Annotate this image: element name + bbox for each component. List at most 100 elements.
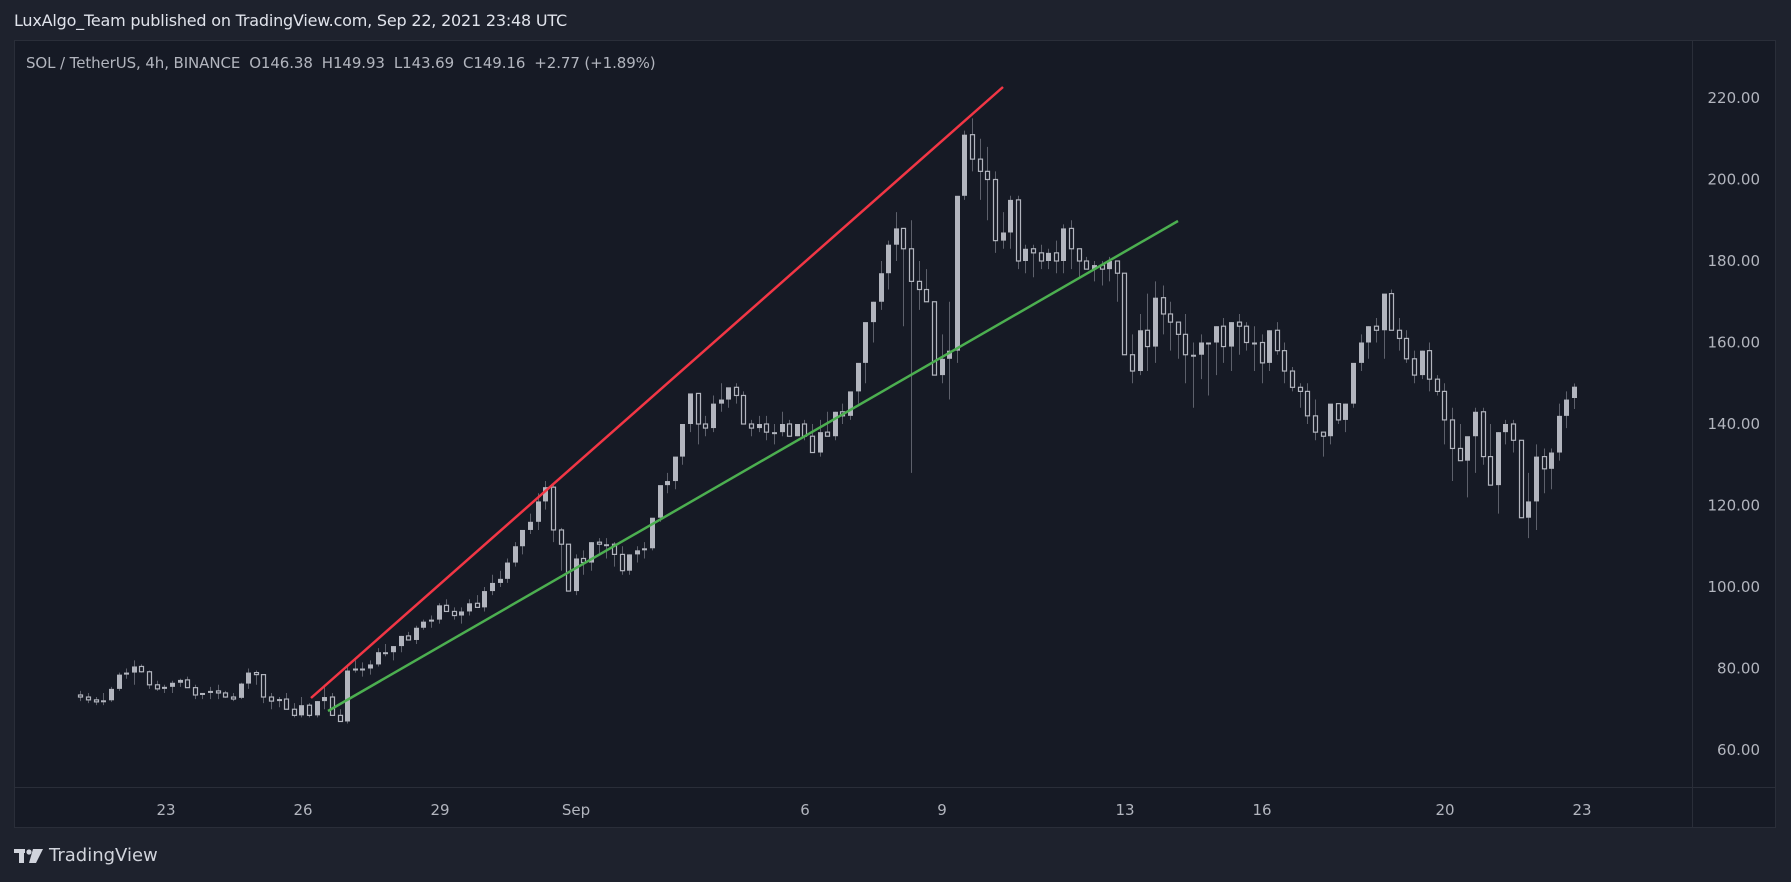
- candle: [992, 171, 999, 253]
- candle: [1465, 436, 1470, 498]
- time-axis[interactable]: 23 26 29 Sep 6 9 13 16 20 23: [156, 801, 1591, 819]
- candle: [879, 261, 884, 310]
- candle: [1343, 403, 1348, 433]
- candle: [299, 697, 304, 718]
- candle: [1114, 260, 1121, 302]
- candle: [916, 261, 923, 310]
- candle: [931, 301, 938, 376]
- candle: [437, 603, 442, 624]
- candle: [665, 472, 670, 494]
- candle: [795, 424, 800, 437]
- candle: [1426, 342, 1433, 392]
- candle: [900, 227, 907, 327]
- candle: [1518, 439, 1525, 519]
- symbol-label[interactable]: SOL / TetherUS, 4h, BINANCE: [26, 54, 241, 72]
- candle: [1243, 322, 1250, 351]
- candle: [268, 692, 275, 710]
- trendlines-group: [310, 86, 1179, 713]
- candle: [93, 697, 100, 706]
- candle: [871, 301, 876, 343]
- candle: [1038, 244, 1045, 270]
- tradingview-logo[interactable]: TradingView: [14, 845, 158, 866]
- candle: [1496, 432, 1501, 514]
- candle: [642, 542, 647, 559]
- candle: [894, 212, 899, 261]
- candle: [1015, 195, 1022, 270]
- candle: [1121, 272, 1128, 356]
- upper-resistance-trendline[interactable]: [310, 86, 1004, 699]
- candle: [337, 709, 344, 723]
- candle: [482, 587, 487, 612]
- candle: [1434, 375, 1441, 396]
- candle: [277, 697, 282, 708]
- time-tick-label: 20: [1435, 801, 1454, 819]
- price-tick-label: 160.00: [1708, 334, 1761, 352]
- candle: [550, 485, 557, 543]
- candle: [695, 392, 702, 445]
- candle: [650, 517, 655, 551]
- candle: [1259, 334, 1266, 384]
- candles-group: [77, 118, 1577, 724]
- candle: [1199, 334, 1204, 380]
- candle: [574, 554, 579, 596]
- time-tick-label: 9: [937, 801, 947, 819]
- candle: [154, 680, 161, 691]
- candle: [498, 570, 503, 587]
- candle: [543, 481, 548, 510]
- candle: [702, 415, 709, 437]
- candle: [1320, 431, 1327, 457]
- candle: [246, 668, 251, 689]
- candle: [1144, 293, 1151, 372]
- candle: [757, 415, 762, 433]
- candle: [474, 595, 481, 608]
- candle: [1359, 334, 1364, 372]
- candle: [383, 644, 388, 657]
- candle: [1008, 195, 1013, 249]
- candle: [680, 424, 685, 465]
- candle: [947, 301, 952, 400]
- candle: [1252, 326, 1257, 372]
- brand-name: TradingView: [49, 845, 158, 866]
- candle: [1382, 293, 1387, 359]
- candle: [863, 322, 868, 384]
- candle: [421, 619, 426, 630]
- candle: [809, 424, 816, 454]
- candle: [368, 660, 373, 675]
- candle: [1191, 342, 1196, 408]
- candle: [719, 383, 724, 412]
- candle: [1411, 350, 1418, 384]
- time-tick-label: 16: [1252, 801, 1271, 819]
- candle: [1175, 321, 1182, 359]
- lower-support-trendline[interactable]: [327, 219, 1179, 713]
- price-axis[interactable]: 220.00 200.00 180.00 160.00 140.00 120.00 100.…: [1708, 89, 1761, 759]
- candle: [1281, 342, 1288, 384]
- candle: [376, 648, 381, 667]
- candle: [1420, 350, 1425, 380]
- candle: [565, 543, 572, 592]
- candle: [589, 542, 594, 571]
- candle: [1220, 318, 1227, 363]
- candle: [1480, 407, 1487, 465]
- candle: [748, 419, 755, 437]
- candle: [962, 130, 967, 200]
- candle: [459, 607, 464, 624]
- time-tick-label: 29: [430, 801, 449, 819]
- time-tick-label: 13: [1115, 801, 1134, 819]
- candle: [596, 538, 603, 555]
- candle: [146, 670, 153, 689]
- candle: [513, 542, 518, 567]
- candle: [1160, 285, 1167, 335]
- candle: [200, 692, 205, 700]
- candle: [1534, 444, 1539, 530]
- candle: [222, 690, 229, 698]
- candle: [1030, 244, 1037, 278]
- candle: [1001, 212, 1006, 249]
- candle: [1572, 383, 1577, 409]
- candle: [1351, 362, 1356, 408]
- candle: [1083, 256, 1090, 270]
- candle: [1503, 419, 1508, 445]
- candle: [1304, 383, 1311, 424]
- candle: [451, 607, 458, 620]
- candle: [414, 625, 419, 645]
